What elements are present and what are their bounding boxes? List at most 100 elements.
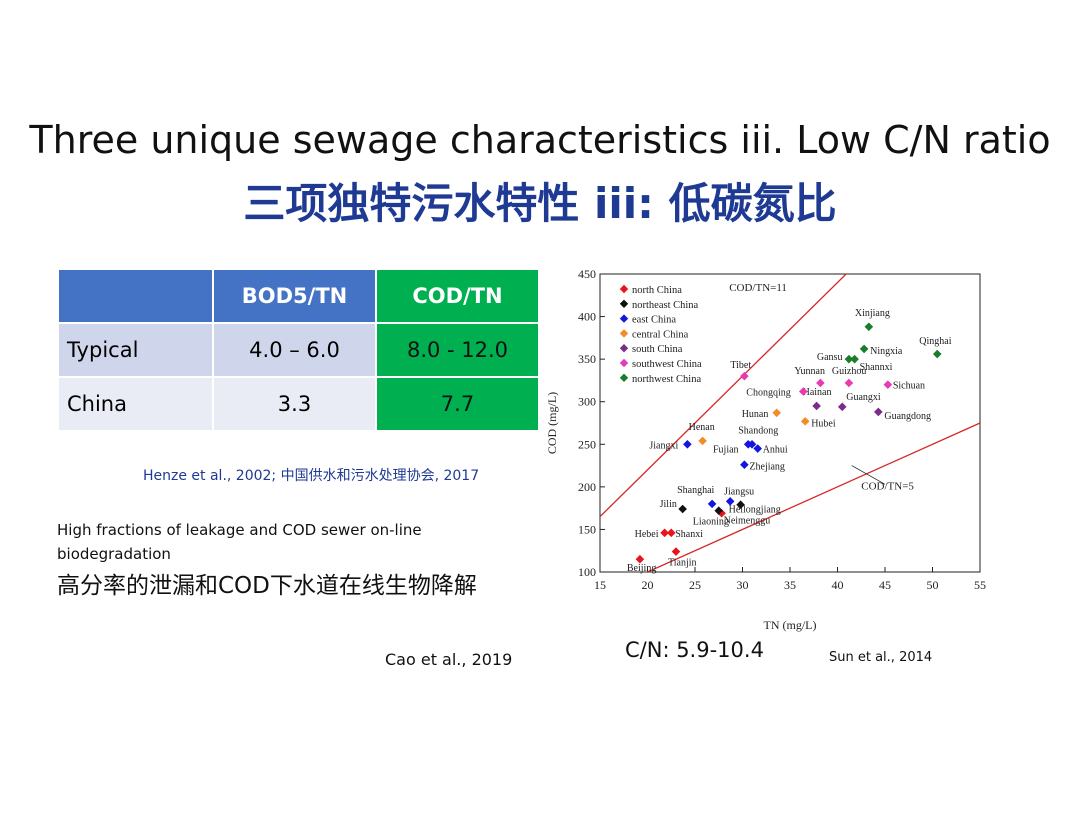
table-reference: Henze et al., 2002; 中国供水和污水处理协会, 2017 xyxy=(143,468,480,484)
x-tick-label: 45 xyxy=(879,578,891,592)
data-point-label: Heilongjiang xyxy=(729,505,781,516)
x-tick-label: 30 xyxy=(737,578,749,592)
sun-reference: Sun et al., 2014 xyxy=(829,650,933,665)
ratio-line xyxy=(600,274,848,518)
data-point-henan xyxy=(698,436,707,446)
data-point-hunan xyxy=(772,408,781,418)
legend-label: southwest China xyxy=(632,359,702,370)
legend-label: south China xyxy=(632,344,683,355)
legend-label: central China xyxy=(632,329,689,340)
table-cell-cod: 7.7 xyxy=(377,378,538,430)
y-axis-label: COD (mg/L) xyxy=(545,392,559,454)
data-point-guizhou xyxy=(844,378,854,388)
data-point-jiangsu xyxy=(725,497,735,506)
ratio-table: BOD5/TN COD/TN Typical 4.0 – 6.0 8.0 - 1… xyxy=(57,268,540,432)
legend-marker xyxy=(619,344,629,353)
data-point-label: Qinghai xyxy=(919,336,951,347)
y-tick-label: 450 xyxy=(578,267,596,281)
data-point-neimenggu xyxy=(717,508,726,518)
slide-title-english: Three unique sewage characteristics iii.… xyxy=(29,118,1051,162)
legend-marker xyxy=(619,299,629,308)
table-cell-bod: 4.0 – 6.0 xyxy=(214,324,375,376)
table-header-row: BOD5/TN COD/TN xyxy=(59,270,538,322)
data-point-tianjin xyxy=(671,547,681,556)
data-point-sichuan xyxy=(883,380,893,389)
data-point-label: Tibet xyxy=(730,360,751,371)
table-cell-label: China xyxy=(59,378,212,430)
table-cell-bod: 3.3 xyxy=(214,378,375,430)
data-point-label: Shandong xyxy=(738,425,778,436)
data-point-label: Chongqing xyxy=(746,387,790,398)
data-point-label: Jiangsu xyxy=(724,486,754,497)
data-point-yunnan xyxy=(816,378,825,388)
data-point-qinghai xyxy=(932,349,942,359)
legend-label: north China xyxy=(632,285,682,296)
cao-reference: Cao et al., 2019 xyxy=(385,650,513,669)
table-cell-label: Typical xyxy=(59,324,212,376)
data-point-hebei xyxy=(660,528,669,538)
data-point-guangxi xyxy=(837,402,847,412)
data-point-shanxi xyxy=(666,528,676,538)
legend-marker xyxy=(619,314,629,323)
data-point-chongqing xyxy=(799,387,808,396)
legend-marker xyxy=(619,358,629,368)
data-point-jilin xyxy=(678,504,687,514)
table-cell-cod: 8.0 - 12.0 xyxy=(377,324,538,376)
leakage-note-english: High fractions of leakage and COD sewer … xyxy=(57,521,422,563)
data-point-label: Jiangxi xyxy=(649,440,678,451)
data-point-label: Gansu xyxy=(817,352,843,363)
data-point-label: Anhui xyxy=(763,445,788,456)
cod-tn-scatter-chart: 15 20 25 30 35 40 45 50 55 100 150 200 250 300 350 400 4… xyxy=(545,267,986,632)
data-point-hubei xyxy=(800,416,810,426)
data-point-zhejiang xyxy=(740,460,749,470)
ratio-line-label: COD/TN=5 xyxy=(861,480,914,492)
table-header-bod-tn: BOD5/TN xyxy=(214,270,375,322)
x-tick-label: 55 xyxy=(974,578,986,592)
data-point-label: Shanxi xyxy=(675,529,703,540)
y-tick-label: 300 xyxy=(578,395,596,409)
ratio-line-label: COD/TN=11 xyxy=(729,282,787,294)
data-point-label: Fujian xyxy=(713,444,739,455)
data-point-label: Guangdong xyxy=(884,411,931,422)
data-point-label: Zhejiang xyxy=(749,462,785,473)
data-point-tibet xyxy=(740,371,749,381)
x-tick-label: 50 xyxy=(927,578,939,592)
data-point-hainan xyxy=(812,401,821,411)
data-point-label: Shanghai xyxy=(677,485,714,496)
ratio-line-leader xyxy=(851,465,886,485)
data-point-label: Hunan xyxy=(742,409,769,420)
table-header-cod-tn: COD/TN xyxy=(377,270,538,322)
slide-title-chinese: 三项独特污水特性 iii: 低碳氮比 xyxy=(243,179,837,228)
data-point-guangdong xyxy=(874,407,883,417)
y-tick-label: 100 xyxy=(578,565,596,579)
y-tick-label: 350 xyxy=(578,352,596,366)
data-point-shanghai xyxy=(707,499,717,509)
y-tick-label: 250 xyxy=(578,437,596,451)
data-point-shannxi xyxy=(850,354,859,364)
data-point-label: Shannxi xyxy=(860,362,893,373)
data-point-ningxia xyxy=(859,344,869,354)
data-point-label: Tianjin xyxy=(668,558,697,569)
legend-label: east China xyxy=(632,315,676,326)
cn-range-label: C/N: 5.9-10.4 xyxy=(625,638,764,662)
leakage-note-chinese: 高分率的泄漏和COD下水道在线生物降解 xyxy=(57,573,477,599)
table-row: China 3.3 7.7 xyxy=(59,378,538,430)
x-tick-label: 20 xyxy=(642,578,654,592)
table-header-empty xyxy=(59,270,212,322)
data-point-heilongjiang xyxy=(736,500,745,510)
data-point-label: Neimenggu xyxy=(724,515,771,526)
x-tick-label: 35 xyxy=(784,578,796,592)
legend-label: northeast China xyxy=(632,300,699,311)
legend-marker xyxy=(619,373,629,382)
data-point-label: Ningxia xyxy=(870,346,903,357)
legend-label: northwest China xyxy=(632,374,701,385)
data-point-label: Henan xyxy=(689,422,715,433)
y-tick-label: 400 xyxy=(578,310,596,324)
data-point-label: Liaoning xyxy=(693,517,729,528)
table-row: Typical 4.0 – 6.0 8.0 - 12.0 xyxy=(59,324,538,376)
data-point-jiangxi xyxy=(683,439,692,449)
legend-marker xyxy=(619,284,629,294)
x-tick-label: 15 xyxy=(594,578,606,592)
data-point-label: Xinjiang xyxy=(855,308,890,319)
data-point-label: Guangxi xyxy=(846,392,881,403)
